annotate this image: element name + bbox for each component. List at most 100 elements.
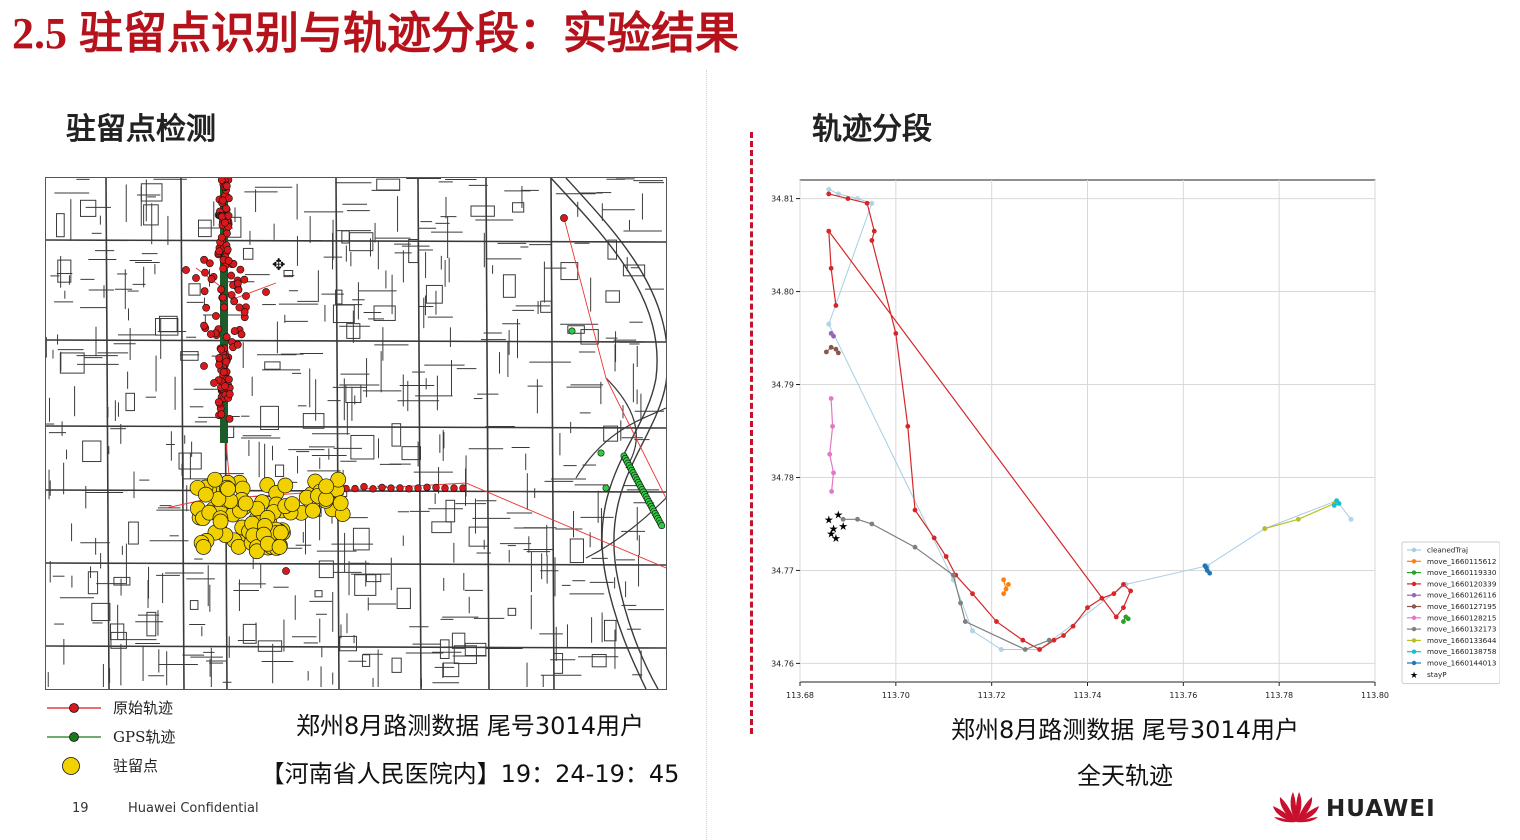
- chart-legend-box: [1401, 541, 1500, 685]
- data-point-move_1660120339: [1085, 605, 1090, 611]
- data-point-move_1660132173: [869, 521, 875, 527]
- page-number: 19: [72, 801, 89, 816]
- data-point-move_1660144013: [1203, 565, 1209, 571]
- data-point-move_1660119330: [1121, 619, 1126, 624]
- data-point-move_1660127195: [835, 350, 841, 356]
- data-point-move_1660120339: [864, 200, 870, 206]
- data-point-stayP: ★: [824, 513, 834, 526]
- data-point-move_1660115612: [1001, 591, 1007, 597]
- data-point-move_1660120339: [845, 196, 851, 201]
- legend-marker-cleanedTraj: [1411, 547, 1417, 553]
- data-point-move_1660120339: [1037, 647, 1042, 652]
- data-point-move_1660115612: [1003, 586, 1009, 592]
- legend-label-move_1660127195: move_1660127195: [1427, 602, 1496, 611]
- y-tick-label: 34.78: [771, 473, 794, 482]
- right-caption-line2: 全天轨迹: [1077, 762, 1173, 790]
- data-point-move_1660120339: [905, 423, 911, 429]
- series-line-move_1660120339: [828, 193, 1132, 651]
- data-point-stayP: ★: [829, 523, 839, 536]
- data-point-move_1660119330: [1125, 616, 1131, 622]
- data-point-cleanedTraj: [1348, 516, 1354, 522]
- legend-label-move_1660144013: move_1660144013: [1427, 659, 1496, 668]
- data-point-move_1660132173: [855, 516, 860, 522]
- data-point-cleanedTraj: [869, 200, 875, 206]
- data-point-move_1660120339: [828, 265, 834, 271]
- x-tick-label: 113.68: [786, 691, 814, 700]
- data-point-move_1660120339: [1061, 633, 1066, 638]
- y-tick-label: 34.76: [771, 659, 794, 668]
- data-point-move_1660126116: [831, 333, 836, 339]
- data-point-move_1660132173: [840, 516, 846, 522]
- center-divider: [706, 70, 707, 840]
- slide-title-number: 2.5: [12, 9, 67, 58]
- data-point-move_1660132173: [958, 600, 963, 606]
- data-point-move_1660120339: [871, 228, 877, 234]
- legend-marker-move_1660115612: [1411, 559, 1417, 564]
- legend-label-move_1660132173: move_1660132173: [1427, 625, 1496, 634]
- data-point-move_1660120339: [833, 303, 839, 308]
- data-point-move_1660120339: [1070, 623, 1076, 629]
- data-point-move_1660132173: [962, 619, 968, 624]
- data-point-move_1660120339: [1128, 588, 1134, 594]
- legend-gps-trajectory: GPS轨迹: [45, 725, 245, 749]
- data-point-move_1660128215: [827, 451, 833, 457]
- legend-label: 驻留点: [113, 757, 159, 775]
- legend-marker-move_1660132173: [1411, 626, 1417, 632]
- legend-raw-trajectory-symbol: [47, 703, 101, 713]
- legend-marker-move_1660119330: [1411, 570, 1417, 575]
- data-point-stayP: ★: [838, 520, 848, 533]
- legend-label: GPS轨迹: [113, 728, 176, 746]
- data-point-move_1660120339: [1121, 581, 1126, 587]
- legend-label-move_1660119330: move_1660119330: [1427, 568, 1497, 577]
- red-dashed-divider: [750, 132, 753, 734]
- data-point-move_1660120339: [1020, 637, 1026, 643]
- chart-canvas: 113.68 113.70 113.72 113.74 113.76 113.78 113.…: [771, 179, 1500, 700]
- data-point-move_1660144013: [1207, 570, 1213, 576]
- data-point-stayP: ★: [831, 532, 841, 545]
- legend-marker-move_1660127195: [1411, 604, 1417, 609]
- legend-label-stayP: stayP: [1427, 670, 1447, 679]
- data-point-move_1660138758: [1331, 502, 1337, 508]
- slide-title-text: 驻留点识别与轨迹分段：实验结果: [79, 8, 739, 59]
- data-point-cleanedTraj: [998, 646, 1004, 653]
- data-point-move_1660132173: [1046, 637, 1052, 643]
- data-point-move_1660120339: [1113, 614, 1119, 620]
- data-point-move_1660120339: [893, 330, 899, 336]
- data-point-move_1660128215: [828, 396, 834, 401]
- x-tick-label: 113.72: [978, 691, 1006, 700]
- confidential-label: Huawei Confidential: [128, 801, 259, 816]
- legend-marker-move_1660126116: [1411, 593, 1417, 598]
- legend-gps-trajectory-symbol: [47, 732, 101, 742]
- data-point-move_1660120339: [1051, 637, 1057, 643]
- legend-label-move_1660126116: move_1660126116: [1427, 591, 1497, 600]
- huawei-logo-icon: [1273, 792, 1319, 823]
- data-point-move_1660115612: [1001, 577, 1007, 583]
- data-point-move_1660127195: [828, 344, 834, 350]
- data-point-move_1660120339: [826, 228, 832, 234]
- right-caption-line1: 郑州8月路测数据 尾号3014用户: [951, 716, 1299, 744]
- legend-label-move_1660115612: move_1660115612: [1427, 557, 1496, 566]
- legend-marker-move_1660128215: [1411, 615, 1417, 620]
- data-point-cleanedTraj: [969, 628, 976, 634]
- svg-text:✥: ✥: [272, 255, 285, 274]
- x-tick-label: 113.76: [1169, 691, 1197, 700]
- data-point-move_1660120339: [1111, 591, 1117, 597]
- left-caption-line2: 【河南省人民医院内】19：24-19：45: [260, 760, 680, 788]
- legend-marker-stayP: ★: [1410, 671, 1418, 681]
- legend-stay-point: 驻留点: [45, 754, 245, 778]
- data-point-move_1660128215: [831, 470, 836, 476]
- data-point-move_1660132173: [1022, 647, 1028, 652]
- data-point-move_1660120339: [931, 535, 937, 541]
- data-point-cleanedTraj: [835, 191, 841, 197]
- data-point-move_1660120339: [943, 554, 949, 559]
- legend-label-move_1660138758: move_1660138758: [1427, 647, 1497, 656]
- legend-marker-move_1660138758: [1411, 649, 1417, 654]
- data-point-move_1660133644: [1262, 526, 1268, 532]
- data-point-stayP: ★: [833, 509, 843, 522]
- legend-raw-trajectory: 原始轨迹: [45, 696, 245, 720]
- legend-label-move_1660120339: move_1660120339: [1427, 579, 1497, 588]
- data-point-move_1660133644: [1295, 516, 1301, 522]
- section-title-segmentation: 轨迹分段: [812, 112, 932, 147]
- data-point-cleanedTraj: [826, 321, 832, 327]
- data-point-move_1660120339: [994, 619, 999, 624]
